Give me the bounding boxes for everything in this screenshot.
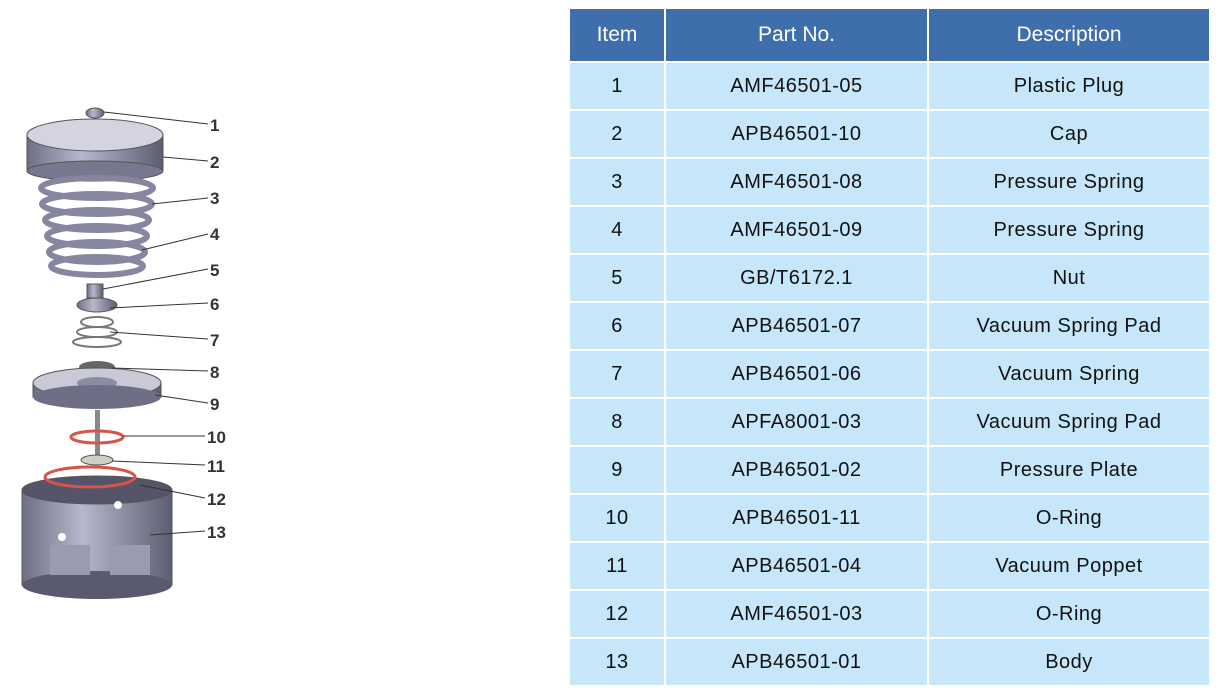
cell-description: Vacuum Spring xyxy=(929,351,1209,397)
cell-item: 11 xyxy=(570,543,664,589)
callout-4: 4 xyxy=(210,225,220,244)
cell-description: O-Ring xyxy=(929,495,1209,541)
header-part-no: Part No. xyxy=(666,9,927,61)
table-row: 4 AMF46501-09 Pressure Spring xyxy=(570,207,1209,253)
cell-description: Pressure Plate xyxy=(929,447,1209,493)
cell-item: 9 xyxy=(570,447,664,493)
cell-description: Vacuum Poppet xyxy=(929,543,1209,589)
table-row: 1 AMF46501-05 Plastic Plug xyxy=(570,63,1209,109)
cell-description: Pressure Spring xyxy=(929,207,1209,253)
cell-part-no: APB46501-07 xyxy=(666,303,927,349)
table-row: 9 APB46501-02 Pressure Plate xyxy=(570,447,1209,493)
cell-part-no: AMF46501-03 xyxy=(666,591,927,637)
part-vacuum-poppet xyxy=(80,454,114,466)
callout-10: 10 xyxy=(207,428,226,447)
part-o-ring-small xyxy=(69,429,125,445)
cell-item: 3 xyxy=(570,159,664,205)
callout-13: 13 xyxy=(207,523,226,542)
cell-item: 8 xyxy=(570,399,664,445)
exploded-parts-diagram: 1 2 3 4 5 6 7 8 9 10 11 12 13 xyxy=(21,107,226,599)
cell-item: 6 xyxy=(570,303,664,349)
cell-description: Nut xyxy=(929,255,1209,301)
callout-3: 3 xyxy=(210,189,219,208)
table-row: 6 APB46501-07 Vacuum Spring Pad xyxy=(570,303,1209,349)
callout-7: 7 xyxy=(210,331,219,350)
cell-part-no: APB46501-11 xyxy=(666,495,927,541)
table-row: 5 GB/T6172.1 Nut xyxy=(570,255,1209,301)
cell-part-no: APFA8001-03 xyxy=(666,399,927,445)
cell-item: 10 xyxy=(570,495,664,541)
cell-part-no: AMF46501-08 xyxy=(666,159,927,205)
cell-part-no: APB46501-02 xyxy=(666,447,927,493)
cell-item: 4 xyxy=(570,207,664,253)
header-description: Description xyxy=(929,9,1209,61)
cell-part-no: AMF46501-05 xyxy=(666,63,927,109)
cell-item: 5 xyxy=(570,255,664,301)
table-row: 3 AMF46501-08 Pressure Spring xyxy=(570,159,1209,205)
cell-part-no: APB46501-04 xyxy=(666,543,927,589)
callout-2: 2 xyxy=(210,153,219,172)
cell-item: 7 xyxy=(570,351,664,397)
callout-6: 6 xyxy=(210,295,219,314)
table-row: 10 APB46501-11 O-Ring xyxy=(570,495,1209,541)
cell-part-no: APB46501-06 xyxy=(666,351,927,397)
table-row: 13 APB46501-01 Body xyxy=(570,639,1209,685)
table-row: 12 AMF46501-03 O-Ring xyxy=(570,591,1209,637)
cell-description: Body xyxy=(929,639,1209,685)
callout-leaders xyxy=(102,111,209,536)
cell-description: Cap xyxy=(929,111,1209,157)
cell-part-no: GB/T6172.1 xyxy=(666,255,927,301)
table-row: 2 APB46501-10 Cap xyxy=(570,111,1209,157)
callout-1: 1 xyxy=(210,116,219,135)
callout-5: 5 xyxy=(210,261,219,280)
cell-part-no: AMF46501-09 xyxy=(666,207,927,253)
cell-item: 2 xyxy=(570,111,664,157)
callout-11: 11 xyxy=(207,457,225,476)
cell-item: 12 xyxy=(570,591,664,637)
table-header-row: Item Part No. Description xyxy=(570,9,1209,61)
callout-9: 9 xyxy=(210,395,219,414)
cell-item: 13 xyxy=(570,639,664,685)
cell-description: Plastic Plug xyxy=(929,63,1209,109)
poppet-stem xyxy=(95,410,100,460)
cell-description: O-Ring xyxy=(929,591,1209,637)
header-item: Item xyxy=(570,9,664,61)
part-body xyxy=(21,475,173,599)
cell-description: Pressure Spring xyxy=(929,159,1209,205)
part-nut-and-pad xyxy=(76,283,118,313)
part-pressure-springs xyxy=(38,175,156,278)
cell-description: Vacuum Spring Pad xyxy=(929,303,1209,349)
parts-table: Item Part No. Description 1 AMF46501-05 Pl… xyxy=(568,7,1211,687)
cell-item: 1 xyxy=(570,63,664,109)
cell-part-no: APB46501-01 xyxy=(666,639,927,685)
part-o-ring-large xyxy=(43,465,137,489)
table-row: 11 APB46501-04 Vacuum Poppet xyxy=(570,543,1209,589)
part-cap xyxy=(26,118,164,182)
table-row: 8 APFA8001-03 Vacuum Spring Pad xyxy=(570,399,1209,445)
part-plastic-plug xyxy=(85,107,105,119)
callout-numbers: 1 2 3 4 5 6 7 8 9 10 11 12 13 xyxy=(207,116,226,542)
callout-12: 12 xyxy=(207,490,226,509)
part-pressure-plate xyxy=(32,361,162,409)
cell-part-no: APB46501-10 xyxy=(666,111,927,157)
callout-8: 8 xyxy=(210,363,219,382)
cell-description: Vacuum Spring Pad xyxy=(929,399,1209,445)
table-row: 7 APB46501-06 Vacuum Spring xyxy=(570,351,1209,397)
